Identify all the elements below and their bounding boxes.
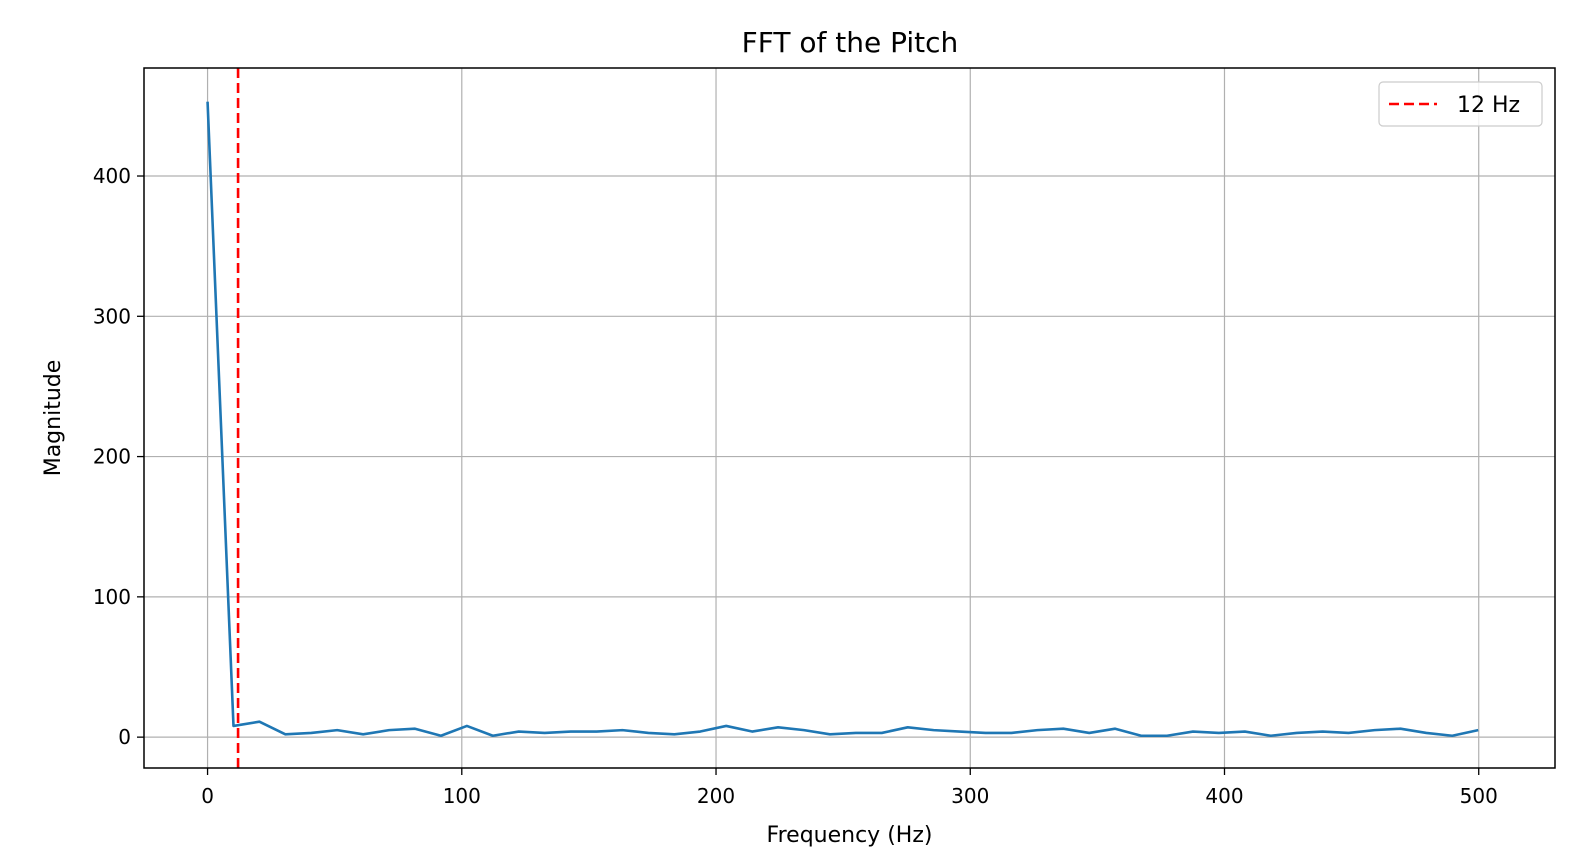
y-tick-label: 200 [93,445,131,469]
x-tick-label: 500 [1460,784,1498,808]
x-axis: 0 100 200 300 400 500 [201,768,1498,808]
y-axis-label: Magnitude [41,360,66,477]
legend-box [1378,81,1543,127]
y-tick-label: 400 [93,164,131,188]
x-tick-label: 300 [951,784,989,808]
x-tick-label: 400 [1205,784,1243,808]
legend: 12 Hz [1378,81,1543,127]
fft-magnitude-line [206,101,1479,738]
series-layer [206,101,1479,738]
y-tick-label: 100 [93,585,131,609]
x-tick-label: 0 [201,784,214,808]
y-tick-label: 0 [118,725,131,749]
chart-title: FFT of the Pitch [742,26,959,59]
grid [144,68,1555,768]
plot-frame [143,67,1556,769]
y-tick-label: 300 [93,304,131,328]
x-axis-label: Frequency (Hz) [767,823,933,848]
x-tick-label: 100 [443,784,481,808]
x-tick-label: 200 [697,784,735,808]
legend-label: 12 Hz [1457,93,1520,118]
y-axis: 0 100 200 300 400 [93,164,144,749]
